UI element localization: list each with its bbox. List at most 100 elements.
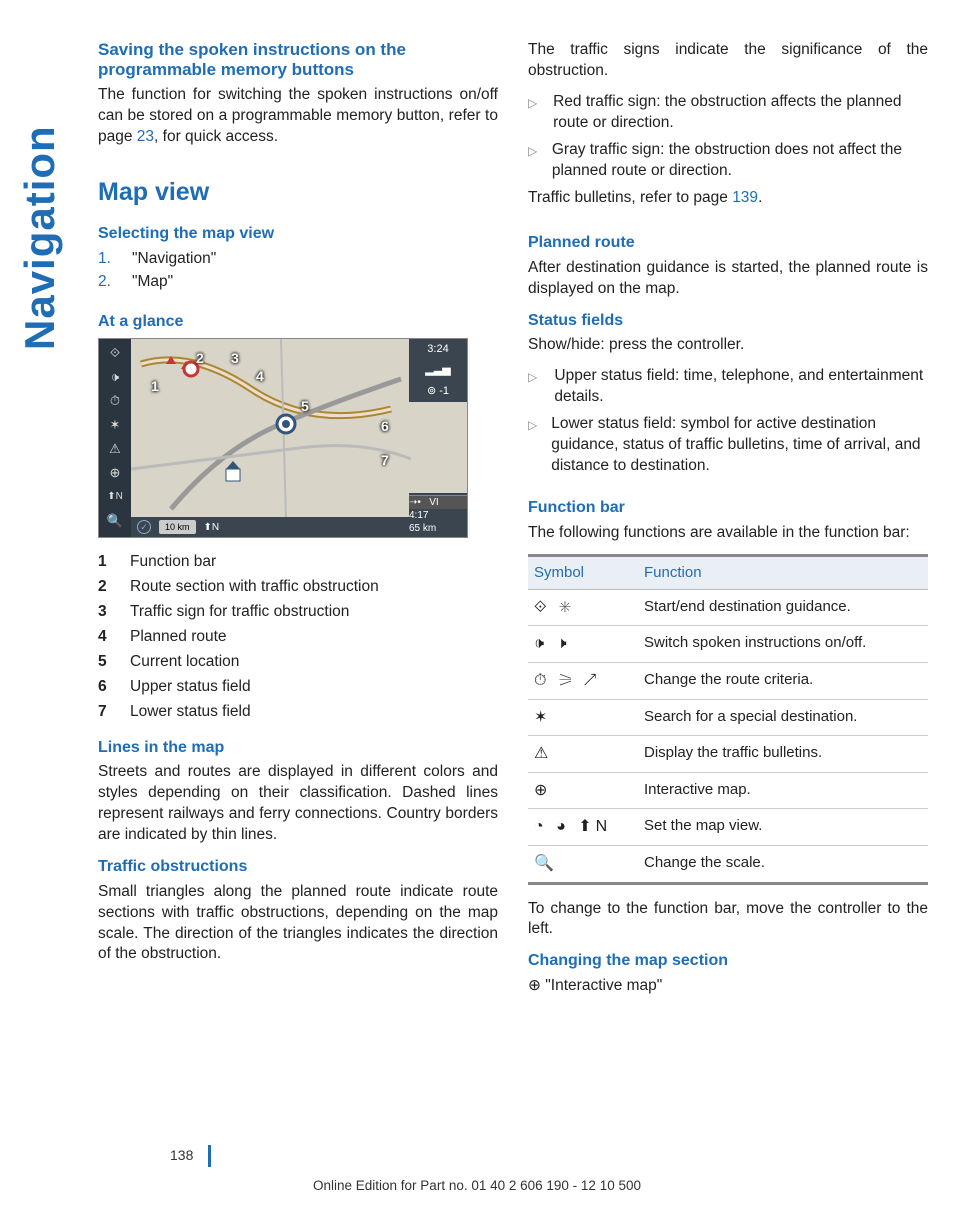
status-eta: 4:17 bbox=[409, 509, 467, 522]
function-bar-table: Symbol Function ⟐ ✳Start/end destination… bbox=[528, 554, 928, 885]
legend-num: 4 bbox=[98, 627, 114, 648]
heading-status-fields: Status fields bbox=[528, 310, 928, 332]
cell-symbol: 🕩 🕨 bbox=[528, 626, 638, 663]
legend-num: 1 bbox=[98, 552, 114, 573]
para-saving: The function for switching the spoken in… bbox=[98, 85, 498, 148]
list-text: Lower status field: symbol for active de… bbox=[551, 414, 928, 477]
para-lines-in-map: Streets and routes are displayed in diff… bbox=[98, 762, 498, 846]
legend-num: 5 bbox=[98, 652, 114, 673]
para-change-to-fbar: To change to the function bar, move the … bbox=[528, 899, 928, 941]
map-scale: 10 km bbox=[159, 520, 196, 534]
heading-planned-route: Planned route bbox=[528, 232, 928, 254]
map-callout-7: 7 bbox=[381, 451, 389, 470]
heading-selecting-map-view: Selecting the map view bbox=[98, 223, 498, 245]
tb-ref-a: Traffic bulletins, refer to page bbox=[528, 189, 732, 206]
map-bottom-bar: ✓ 10 km ⬆N bbox=[131, 517, 409, 537]
map-roads-svg bbox=[131, 339, 411, 519]
page-link-23[interactable]: 23 bbox=[137, 128, 154, 145]
table-row: ⊕Interactive map. bbox=[528, 772, 928, 809]
speaker-icon: 🕩 bbox=[111, 367, 119, 385]
ol-text-1: "Navigation" bbox=[132, 249, 216, 270]
content-columns: Saving the spoken instructions on the pr… bbox=[98, 40, 938, 1007]
side-section-label: Navigation bbox=[16, 125, 64, 350]
guidance-icon: ⟐ bbox=[110, 343, 120, 361]
cell-function: Switch spoken instructions on/off. bbox=[638, 626, 928, 663]
table-row: 🔍Change the scale. bbox=[528, 845, 928, 883]
figure-legend: 1 Function bar 2 Route section with traffi… bbox=[98, 552, 498, 722]
cell-symbol: ⊕ bbox=[528, 772, 638, 809]
para-planned-route: After destination guidance is started, t… bbox=[528, 258, 928, 300]
page-link-139[interactable]: 139 bbox=[732, 189, 758, 206]
list-item: ▷Gray traffic sign: the obstruction does… bbox=[528, 140, 928, 182]
table-row: 🕩 🕨Switch spoken instructions on/off. bbox=[528, 626, 928, 663]
legend-num: 3 bbox=[98, 602, 114, 623]
page-number-bar bbox=[208, 1145, 211, 1167]
list-text: Red traffic sign: the obstruction affect… bbox=[553, 92, 928, 134]
ol-text-2: "Map" bbox=[132, 272, 173, 293]
legend-text: Current location bbox=[130, 652, 239, 673]
interactive-map-text: "Interactive map" bbox=[541, 977, 662, 994]
status-temp: ⊚ -1 bbox=[409, 381, 467, 402]
legend-text: Function bar bbox=[130, 552, 216, 573]
left-column: Saving the spoken instructions on the pr… bbox=[98, 40, 498, 1007]
legend-item: 3 Traffic sign for traffic obstruction bbox=[98, 602, 498, 623]
map-callout-3: 3 bbox=[231, 349, 239, 368]
cell-function: Interactive map. bbox=[638, 772, 928, 809]
star-icon: ✶ bbox=[110, 415, 121, 433]
legend-num: 2 bbox=[98, 577, 114, 598]
legend-item: 7 Lower status field bbox=[98, 702, 498, 723]
map-roads: 1 2 3 4 5 6 7 bbox=[131, 339, 409, 517]
cell-function: Display the traffic bulletins. bbox=[638, 736, 928, 773]
triangle-bullet-icon: ▷ bbox=[528, 92, 539, 134]
map-callout-6: 6 bbox=[381, 417, 389, 436]
legend-text: Route section with traffic obstruction bbox=[130, 577, 379, 598]
legend-num: 7 bbox=[98, 702, 114, 723]
table-row: ⟐ ✳Start/end destination guidance. bbox=[528, 589, 928, 626]
cell-function: Change the route criteria. bbox=[638, 662, 928, 699]
para-saving-b: , for quick ac­cess. bbox=[154, 128, 278, 145]
ol-item-2: 2."Map" bbox=[98, 272, 498, 293]
legend-num: 6 bbox=[98, 677, 114, 698]
heading-map-view: Map view bbox=[98, 176, 498, 210]
map-upper-status: 3:24 ▂▃▅ ⊚ -1 bbox=[409, 339, 467, 402]
heading-at-a-glance: At a glance bbox=[98, 311, 498, 333]
heading-traffic-obstructions: Traffic obstructions bbox=[98, 856, 498, 878]
para-interactive-map: ⊕ "Interactive map" bbox=[528, 976, 928, 997]
clock-icon: ⏱ bbox=[110, 391, 120, 409]
north-icon: ⬆N bbox=[107, 487, 123, 505]
map-callout-4: 4 bbox=[256, 367, 264, 386]
list-text: Gray traffic sign: the obstruction does … bbox=[552, 140, 928, 182]
status-dist: 65 km bbox=[409, 522, 467, 535]
cell-symbol: ⚠ bbox=[528, 736, 638, 773]
map-figure: ⟐ 🕩 ⏱ ✶ ⚠ ⊕ ⬆N 🔍 bbox=[98, 338, 468, 538]
map-north-bottom: ⬆N bbox=[204, 521, 220, 535]
heading-changing-map-section: Changing the map section bbox=[528, 950, 928, 972]
th-symbol: Symbol bbox=[528, 555, 638, 589]
cell-symbol: ✶ bbox=[528, 699, 638, 736]
cell-function: Start/end destination guidance. bbox=[638, 589, 928, 626]
list-item: ▷ Red traffic sign: the obstruction affec… bbox=[528, 92, 928, 134]
page-number: 138 bbox=[170, 1147, 193, 1163]
legend-text: Planned route bbox=[130, 627, 227, 648]
status-vi: ➝• VI bbox=[409, 495, 467, 509]
map-v-icon: ✓ bbox=[137, 520, 151, 534]
legend-text: Lower status field bbox=[130, 702, 251, 723]
map-callout-2: 2 bbox=[196, 349, 204, 368]
table-header-row: Symbol Function bbox=[528, 555, 928, 589]
list-status-fields: ▷Upper status field: time, telephone, an… bbox=[528, 366, 928, 477]
legend-text: Traffic sign for traffic obstruction bbox=[130, 602, 349, 623]
right-column: The traffic signs indicate the significa… bbox=[528, 40, 928, 1007]
th-function: Function bbox=[638, 555, 928, 589]
cell-function: Change the scale. bbox=[638, 845, 928, 883]
list-item: ▷Upper status field: time, telephone, an… bbox=[528, 366, 928, 408]
cell-symbol: ⏱ ⚞ ↗ bbox=[528, 662, 638, 699]
map-function-bar: ⟐ 🕩 ⏱ ✶ ⚠ ⊕ ⬆N 🔍 bbox=[99, 339, 131, 537]
list-item: ▷Lower status field: symbol for active d… bbox=[528, 414, 928, 477]
cell-function: Set the map view. bbox=[638, 809, 928, 846]
map-lower-status: ➝• VI 4:17 65 km bbox=[409, 493, 467, 537]
interactive-map-icon: ⊕ bbox=[528, 977, 541, 994]
table-row: ⏱ ⚞ ↗Change the route criteria. bbox=[528, 662, 928, 699]
para-traffic-obstructions: Small triangles along the planned route … bbox=[98, 882, 498, 966]
warning-icon: ⚠ bbox=[109, 439, 121, 457]
status-time: 3:24 bbox=[409, 339, 467, 360]
